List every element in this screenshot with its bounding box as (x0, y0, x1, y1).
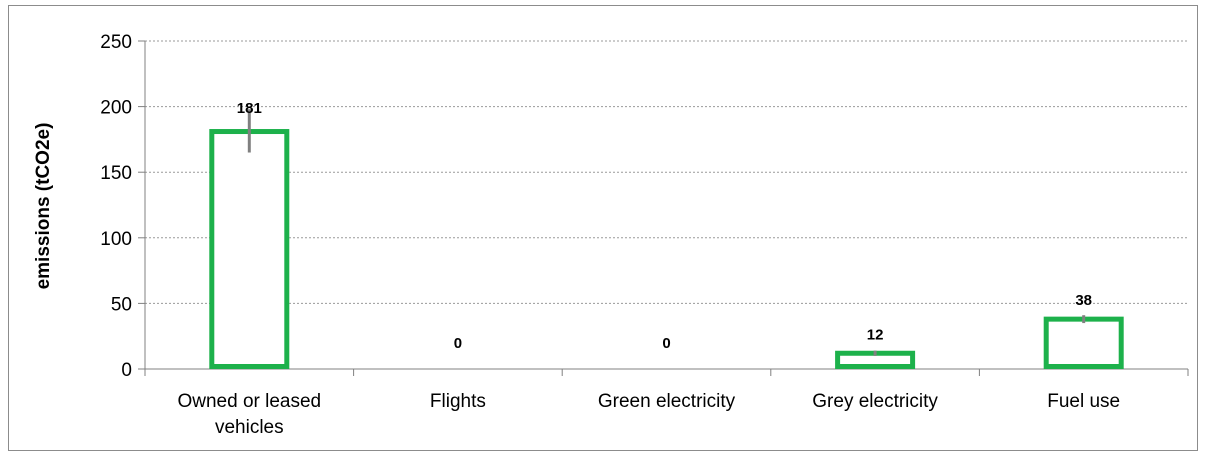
y-tick-label-250: 250 (100, 32, 132, 53)
y-tick-labels: 0 50 100 150 200 250 (100, 32, 132, 381)
category-label-2: Green electricity (598, 391, 736, 412)
y-tick-label-100: 100 (100, 229, 132, 250)
chart-frame (8, 5, 1198, 451)
error-bars (247, 109, 1086, 356)
category-label-0-line-1: vehicles (215, 417, 284, 438)
y-tick-label-200: 200 (100, 98, 132, 119)
y-tick-label-150: 150 (100, 163, 132, 184)
data-labels: 181 0 0 12 38 (237, 100, 1092, 352)
data-label-2: 0 (662, 335, 670, 352)
data-label-4: 38 (1075, 292, 1092, 309)
data-label-0: 181 (237, 100, 262, 117)
y-axis-title: emissions (tCO2e) (33, 123, 54, 290)
bar-4 (1043, 316, 1124, 370)
axes (138, 40, 1189, 376)
bars (209, 129, 1124, 370)
y-tick-label-50: 50 (111, 294, 132, 315)
category-label-0-line-0: Owned or leased (177, 391, 321, 412)
category-label-3: Grey electricity (812, 391, 938, 412)
data-label-3: 12 (867, 326, 884, 343)
category-label-4: Fuel use (1047, 391, 1120, 412)
gridlines (145, 40, 1188, 304)
bar-0 (209, 129, 290, 369)
category-label-1: Flights (430, 391, 486, 412)
y-tick-label-0: 0 (121, 360, 132, 381)
data-label-1: 0 (454, 335, 462, 352)
category-labels: Owned or leased vehicles Flights Green elec… (177, 391, 1120, 438)
